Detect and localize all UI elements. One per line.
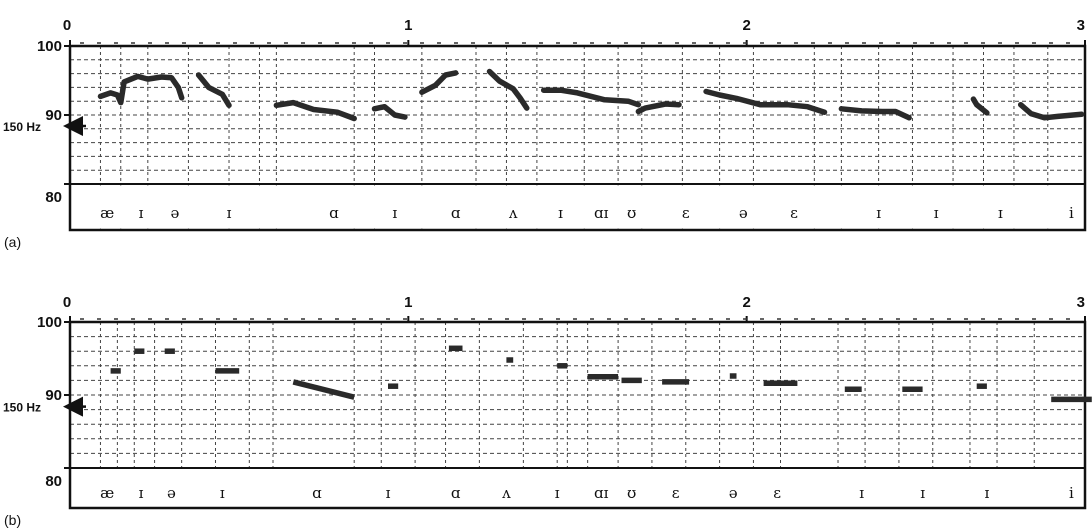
pitch-segment [419, 70, 459, 95]
phoneme-label: i [1069, 484, 1074, 502]
panel-a-gridlines [70, 46, 1085, 230]
pitch-tick-label: 90 [45, 107, 62, 124]
phoneme-label: ɪ [934, 204, 939, 222]
phoneme-label: ɪ [876, 204, 881, 222]
pitch-segment [970, 96, 990, 116]
pitch-segment [486, 68, 530, 111]
pitch-segment [292, 379, 355, 400]
panel-a-pitch-trace [97, 68, 1085, 122]
reference-150hz-label: 150 Hz [3, 401, 41, 415]
pitch-segment [97, 73, 185, 106]
pitch-segment [273, 99, 357, 122]
phoneme-label: ɪ [984, 484, 989, 502]
panel-b-segment-labels: æ ɪ ə ɪ ɑ ɪ ɑ ʌ ɪ ɑɪ ʊ ɛ ə ɛ ɪ ɪ ɪ i [100, 484, 1074, 502]
panel-b-gridlines [70, 322, 1085, 508]
panel-a-pitch-axis: 100 90 80 150 Hz [3, 38, 86, 206]
panel-b-label-strip [71, 469, 1084, 507]
phoneme-label: ʌ [508, 204, 518, 222]
phoneme-label: ʊ [627, 204, 636, 222]
time-tick-label: 3 [1077, 17, 1085, 34]
time-tick-label: 1 [404, 17, 412, 34]
phoneme-label: ɑɪ [594, 484, 609, 502]
phoneme-label: ɪ [139, 204, 144, 222]
phoneme-label: ɪ [139, 484, 144, 502]
panel-a-time-axis: 0 1 2 3 [63, 17, 1086, 46]
panel-a-segment-labels: æ ɪ ə ɪ ɑ ɪ ɑ ʌ ɪ ɑɪ ʊ ɛ ə ɛ ɪ ɪ ɪ i [100, 204, 1074, 222]
phoneme-label: ɑ [329, 204, 339, 222]
time-tick-label: 3 [1077, 294, 1085, 311]
time-tick-label: 0 [63, 17, 71, 34]
panel-a-label: (a) [4, 234, 21, 250]
phoneme-label: ə [729, 484, 738, 502]
pitch-tick-label: 80 [45, 473, 62, 490]
phoneme-label: ə [739, 204, 748, 222]
reference-150hz-label: 150 Hz [3, 120, 41, 134]
panel-b-pitch-axis: 100 90 80 150 Hz [3, 314, 86, 490]
phoneme-label: ɑɪ [594, 204, 609, 222]
pitch-tick-label: 100 [37, 314, 62, 331]
phoneme-label: ɪ [220, 484, 225, 502]
pitch-segment [371, 103, 408, 120]
panel-a-frame [68, 44, 1087, 232]
pitch-segment [635, 101, 682, 115]
phoneme-label: ʊ [627, 484, 636, 502]
panel-b-label: (b) [4, 512, 21, 528]
time-tick-label: 2 [742, 294, 750, 311]
phoneme-label: ɑ [451, 204, 461, 222]
time-tick-label: 0 [63, 294, 71, 311]
time-tick-label: 2 [742, 17, 750, 34]
phoneme-label: ɪ [392, 204, 397, 222]
phoneme-label: ɛ [790, 204, 798, 222]
panel-b-pitch-trace [110, 345, 1092, 403]
phoneme-label: ə [167, 484, 176, 502]
time-tick-label: 1 [404, 294, 412, 311]
pitch-segment [540, 87, 642, 108]
phoneme-label: i [1069, 204, 1074, 222]
panel-b-time-axis: 0 1 2 3 [63, 294, 1086, 322]
pitch-tick-label: 100 [37, 38, 62, 55]
phoneme-label: ɪ [920, 484, 925, 502]
phoneme-label: ɑ [312, 484, 322, 502]
phoneme-label: ə [170, 204, 179, 222]
pitch-segment [1017, 101, 1085, 121]
phoneme-label: ɪ [386, 484, 391, 502]
phoneme-label: ɪ [227, 204, 232, 222]
phoneme-label: ɛ [682, 204, 690, 222]
phoneme-label: æ [100, 484, 114, 502]
phoneme-label: ɪ [558, 204, 563, 222]
phoneme-label: ɛ [773, 484, 781, 502]
panel-a-label-strip [71, 185, 1084, 229]
pitch-segment [195, 72, 232, 109]
phoneme-label: ɪ [998, 204, 1003, 222]
phoneme-label: æ [100, 204, 114, 222]
phoneme-label: ɛ [672, 484, 680, 502]
phoneme-label: ɪ [555, 484, 560, 502]
pitch-tick-label: 80 [45, 189, 62, 206]
phoneme-label: ʌ [501, 484, 511, 502]
phoneme-label: ɪ [859, 484, 864, 502]
pitch-tick-label: 90 [45, 387, 62, 404]
phoneme-label: ɑ [451, 484, 461, 502]
pitch-segment [838, 106, 912, 121]
pitch-segment [703, 88, 828, 115]
